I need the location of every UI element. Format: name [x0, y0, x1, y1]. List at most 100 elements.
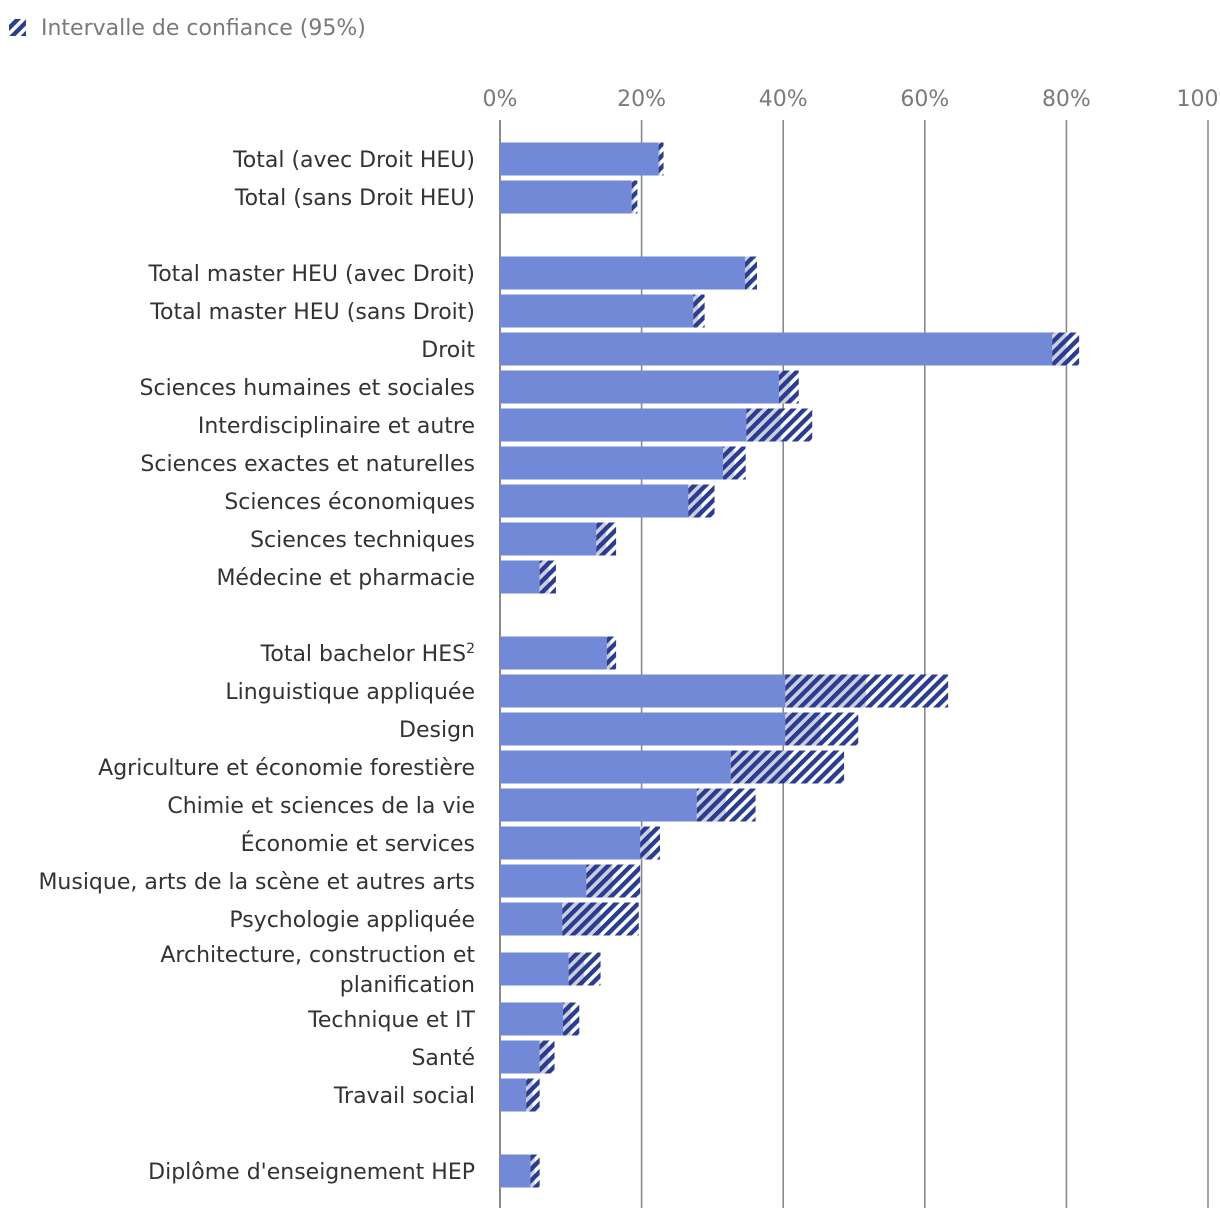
x-tick-label: 20%: [617, 87, 666, 112]
category-label: Linguistique appliquée: [225, 680, 475, 705]
confidence-interval: [539, 560, 556, 594]
ci-lower-part: [640, 826, 651, 860]
legend-swatch: [9, 19, 26, 36]
confidence-interval: [526, 1078, 540, 1112]
ci-lower-part: [730, 750, 789, 784]
confidence-interval: [744, 256, 758, 290]
ci-lower-part: [1052, 332, 1067, 366]
ci-lower-part: [696, 788, 726, 822]
category-label: Agriculture et économie forestière: [98, 756, 475, 781]
x-tick-label: 80%: [1042, 87, 1091, 112]
bar: [500, 788, 697, 822]
confidence-interval: [693, 294, 705, 328]
category-label: Travail social: [333, 1084, 475, 1109]
bar: [500, 256, 745, 290]
category-label: Diplôme d'enseignement HEP: [148, 1160, 475, 1185]
bar: [500, 712, 786, 746]
bar: [500, 636, 607, 670]
bar: [500, 180, 632, 214]
bar: [500, 332, 1053, 366]
ci-lower-part: [631, 180, 634, 214]
bar-row: [500, 332, 1080, 366]
confidence-interval: [688, 484, 715, 518]
confidence-interval: [563, 1002, 580, 1036]
confidence-interval: [785, 712, 859, 746]
ci-lower-part: [785, 712, 821, 746]
confidence-interval: [539, 1040, 555, 1074]
bar: [500, 560, 540, 594]
confidence-interval: [586, 864, 641, 898]
category-label: Sciences exactes et naturelles: [140, 452, 475, 477]
confidence-interval: [631, 180, 638, 214]
confidence-interval: [606, 636, 617, 670]
category-label: Total master HEU (sans Droit): [149, 300, 475, 325]
bar-row: [500, 712, 859, 746]
bar-row: [500, 294, 705, 328]
bar: [500, 142, 659, 176]
category-label: Total bachelor HES2: [260, 641, 475, 667]
ci-lower-part: [563, 1002, 571, 1036]
ci-lower-part: [530, 1154, 535, 1188]
bar-row: [500, 256, 758, 290]
ci-lower-part: [586, 864, 613, 898]
legend: Intervalle de confiance (95%): [9, 16, 366, 41]
bar-row: [500, 408, 813, 442]
ci-lower-part: [539, 1040, 549, 1074]
superscript: 2: [466, 641, 475, 657]
bar: [500, 408, 747, 442]
category-label: Sciences économiques: [224, 490, 475, 515]
bar: [500, 484, 689, 518]
bar-row: [500, 636, 617, 670]
bar: [500, 826, 641, 860]
bar: [500, 750, 731, 784]
ci-lower-part: [562, 902, 601, 936]
ci-lower-part: [568, 952, 585, 986]
bar-row: [500, 522, 617, 556]
category-label: Médecine et pharmacie: [216, 566, 475, 591]
bar: [500, 522, 597, 556]
confidence-interval: [562, 902, 639, 936]
bar-row: [500, 142, 664, 176]
category-label: Psychologie appliquée: [229, 908, 475, 933]
ci-lower-part: [744, 256, 750, 290]
category-label: Économie et services: [241, 831, 475, 857]
bar: [500, 1040, 540, 1074]
bar-row: [500, 952, 601, 986]
confidence-interval: [696, 788, 756, 822]
confidence-interval: [723, 446, 746, 480]
bar-row: [500, 902, 639, 936]
confidence-interval: [1052, 332, 1080, 366]
ci-lower-part: [723, 446, 735, 480]
category-label: Interdisciplinaire et autre: [198, 414, 475, 439]
confidence-interval: [778, 370, 799, 404]
bar-row: [500, 750, 845, 784]
bar: [500, 674, 786, 708]
bar-row: [500, 788, 756, 822]
bar-row: [500, 1078, 540, 1112]
category-label: planification: [340, 973, 475, 998]
category-label: Santé: [411, 1046, 475, 1071]
confidence-interval: [568, 952, 601, 986]
bar-row: [500, 864, 641, 898]
bar-row: [500, 1040, 555, 1074]
bar: [500, 294, 694, 328]
category-label: Technique et IT: [307, 1008, 475, 1033]
bar-row: [500, 1002, 580, 1036]
bar-row: [500, 674, 949, 708]
ci-lower-part: [693, 294, 699, 328]
category-label: Droit: [421, 338, 475, 363]
ci-lower-part: [596, 522, 607, 556]
ci-lower-part: [658, 142, 661, 176]
x-tick-label: 60%: [900, 87, 949, 112]
confidence-interval: [658, 142, 664, 176]
ci-lower-part: [785, 674, 867, 708]
category-label: Total (avec Droit HEU): [232, 148, 475, 173]
bar: [500, 864, 587, 898]
bar: [500, 1078, 527, 1112]
bar-row: [500, 446, 746, 480]
ci-lower-part: [539, 560, 549, 594]
x-tick-label: 100%: [1177, 87, 1220, 112]
bar-row: [500, 180, 638, 214]
x-tick-label: 0%: [483, 87, 518, 112]
